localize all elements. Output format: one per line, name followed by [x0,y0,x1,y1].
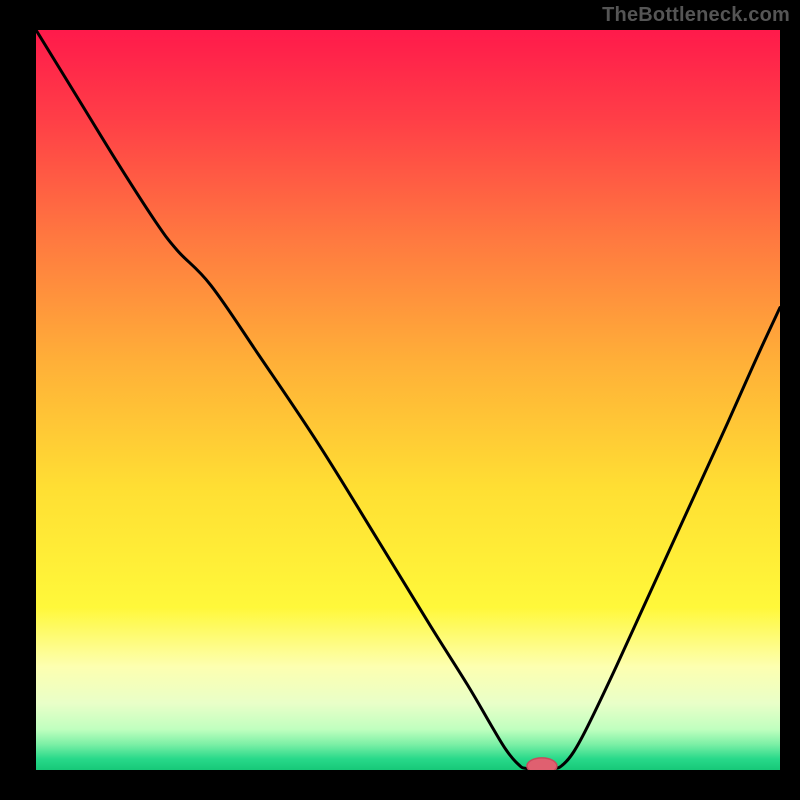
gradient-background [36,30,780,770]
plot-area [36,30,780,774]
chart-root: TheBottleneck.com [0,0,800,800]
attribution-text: TheBottleneck.com [602,4,790,27]
bottleneck-chart [0,0,800,800]
